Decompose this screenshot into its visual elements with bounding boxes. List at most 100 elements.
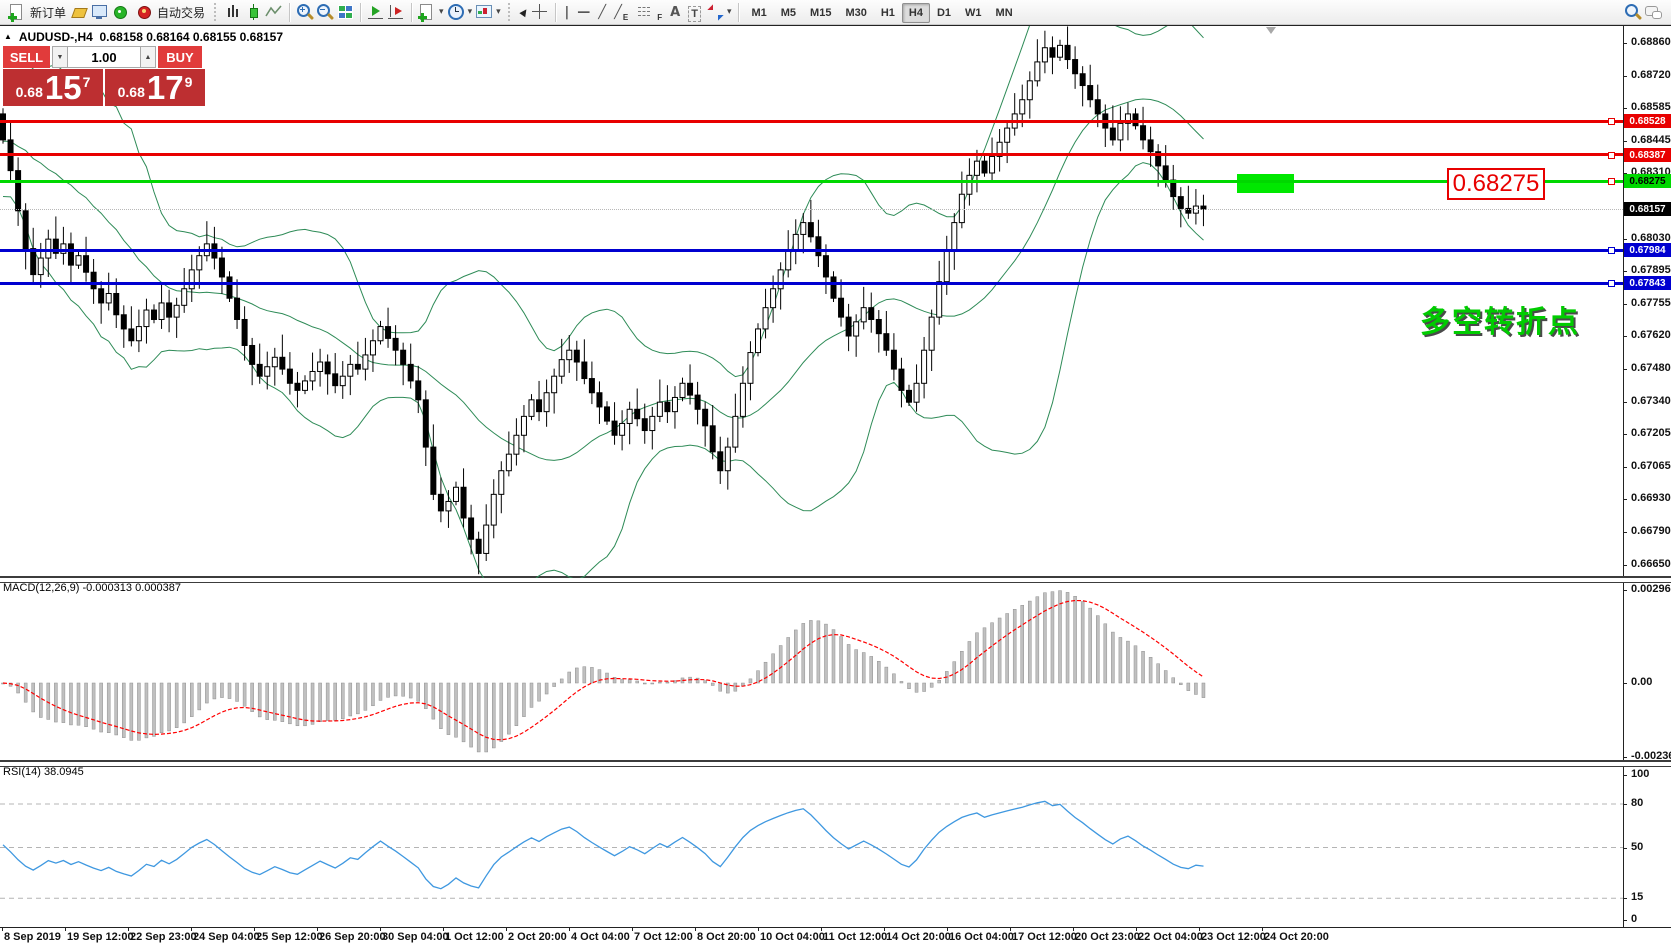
text-label-tool[interactable]: T: [684, 2, 705, 22]
new-order-icon: [7, 2, 27, 22]
sell-price[interactable]: 0.68 15 7: [3, 69, 103, 106]
timeframe-W1[interactable]: W1: [965, 7, 982, 19]
rsi-axis-tick: [1623, 804, 1627, 805]
volume-up-button[interactable]: ▲: [140, 46, 156, 68]
hline-object[interactable]: [0, 249, 1623, 252]
hline-anchor[interactable]: [1608, 247, 1615, 254]
price-callout-box[interactable]: 0.68275: [1447, 168, 1545, 200]
price-axis-tick: [1623, 271, 1627, 272]
time-axis-tick: [191, 928, 192, 931]
timeframe-MN[interactable]: MN: [995, 7, 1013, 19]
turning-point-annotation[interactable]: 多空转折点: [1420, 306, 1580, 339]
time-axis-tick: [758, 928, 759, 931]
tile-windows-icon[interactable]: [335, 2, 355, 22]
chevron-down-icon[interactable]: ▾: [726, 7, 732, 17]
timeframe-D1[interactable]: D1: [936, 7, 952, 19]
autotrading-button[interactable]: 自动交易: [130, 1, 209, 23]
chart-shift-icon[interactable]: [386, 2, 406, 22]
strategy-tester-icon[interactable]: [90, 2, 110, 22]
equidistant-channel-tool[interactable]: ╱ E: [614, 5, 629, 22]
price-tick-label: 0.67480: [1631, 362, 1671, 374]
timeframe-M1[interactable]: M1: [751, 7, 767, 19]
collapse-icon[interactable]: ▲: [4, 32, 12, 41]
hline-object[interactable]: [0, 153, 1623, 156]
price-axis-tick: [1623, 532, 1627, 533]
timeframe-M30[interactable]: M30: [845, 7, 867, 19]
zoom-in-icon[interactable]: [295, 2, 315, 22]
highlight-rectangle[interactable]: [1237, 174, 1294, 193]
candlestick-chart-icon[interactable]: [244, 2, 264, 22]
fibonacci-tool[interactable]: F: [632, 2, 666, 22]
sell-button[interactable]: SELL: [3, 46, 50, 68]
timeframe-M15[interactable]: M15: [810, 7, 832, 19]
macd-pane-separator[interactable]: [0, 576, 1671, 583]
rsi-pane[interactable]: [0, 764, 1623, 927]
trade-prices-row: 0.68 15 7 0.68 17 9: [3, 69, 206, 106]
chart-shift-marker[interactable]: [1266, 27, 1276, 34]
signals-icon[interactable]: [110, 2, 130, 22]
line-chart-icon[interactable]: [264, 2, 284, 22]
rsi-level-label: 50: [1631, 841, 1644, 853]
rsi-label: RSI(14) 38.0945: [3, 766, 84, 778]
timeframe-M5[interactable]: M5: [780, 7, 797, 19]
hline-anchor[interactable]: [1608, 280, 1615, 287]
time-label: 4 Oct 04:00: [571, 931, 630, 943]
hline-anchor[interactable]: [1608, 118, 1615, 125]
crosshair-icon[interactable]: [530, 2, 550, 22]
timeframe-H1[interactable]: H1: [880, 7, 895, 19]
time-axis-tick: [695, 928, 696, 931]
price-tick-label: 0.66790: [1631, 525, 1671, 537]
hline-object[interactable]: [0, 180, 1623, 183]
chevron-down-icon[interactable]: ▾: [496, 7, 501, 17]
time-label: 22 Sep 23:00: [130, 931, 197, 943]
trade-controls-row: SELL ▼ ▲ BUY: [3, 46, 206, 68]
trendline-tool[interactable]: ╱: [598, 5, 607, 20]
macd-tick-label: 0.002965: [1631, 583, 1671, 595]
time-label: 25 Sep 12:00: [256, 931, 323, 943]
chevron-down-icon[interactable]: ▾: [467, 7, 473, 17]
horizontal-line-tool[interactable]: —: [577, 5, 591, 20]
price-axis-tick: [1623, 499, 1627, 500]
hline-anchor[interactable]: [1608, 178, 1615, 185]
chevron-down-icon[interactable]: ▾: [439, 7, 444, 17]
hline-object[interactable]: [0, 120, 1623, 123]
main-chart-pane[interactable]: [0, 26, 1623, 578]
bar-chart-icon[interactable]: [224, 2, 244, 22]
new-order-button[interactable]: 新订单: [3, 1, 70, 23]
price-axis-tick: [1623, 239, 1627, 240]
search-icon[interactable]: [1623, 2, 1643, 22]
hline-object[interactable]: [0, 282, 1623, 285]
price-tick-label: 0.67340: [1631, 395, 1671, 407]
price-tag: 0.67984: [1624, 243, 1671, 257]
text-tool[interactable]: A: [670, 5, 681, 20]
price-tick-label: 0.66930: [1631, 492, 1671, 504]
templates-icon[interactable]: [474, 2, 494, 22]
zoom-out-icon[interactable]: [315, 2, 335, 22]
rsi-level-label: 15: [1631, 891, 1644, 903]
volume-input[interactable]: [68, 46, 140, 68]
auto-scroll-icon[interactable]: [366, 2, 386, 22]
buy-button[interactable]: BUY: [158, 46, 202, 68]
toolbar-separator: [289, 2, 291, 22]
chat-icon[interactable]: [1643, 2, 1663, 22]
time-axis-line: [0, 927, 1671, 928]
macd-tick-label: 0.00: [1631, 676, 1653, 688]
timeframe-H4[interactable]: H4: [901, 3, 930, 23]
vertical-line-tool[interactable]: |: [564, 5, 570, 20]
macd-pane[interactable]: [0, 580, 1623, 762]
time-axis-tick: [1199, 928, 1200, 931]
toolbar-separator: [411, 2, 413, 22]
indicators-icon[interactable]: [417, 2, 437, 22]
price-axis-tick: [1623, 43, 1627, 44]
periods-icon[interactable]: [446, 2, 466, 22]
arrows-tool-icon[interactable]: [705, 2, 725, 22]
metaeditor-icon[interactable]: [70, 2, 90, 22]
buy-price[interactable]: 0.68 17 9: [105, 69, 205, 106]
volume-down-button[interactable]: ▼: [52, 46, 68, 68]
price-tick-label: 0.67620: [1631, 329, 1671, 341]
rsi-axis-tick: [1623, 898, 1627, 899]
rsi-pane-separator[interactable]: [0, 760, 1671, 767]
time-axis-tick: [254, 928, 255, 931]
time-label: 26 Sep 20:00: [319, 931, 386, 943]
hline-anchor[interactable]: [1608, 152, 1615, 159]
